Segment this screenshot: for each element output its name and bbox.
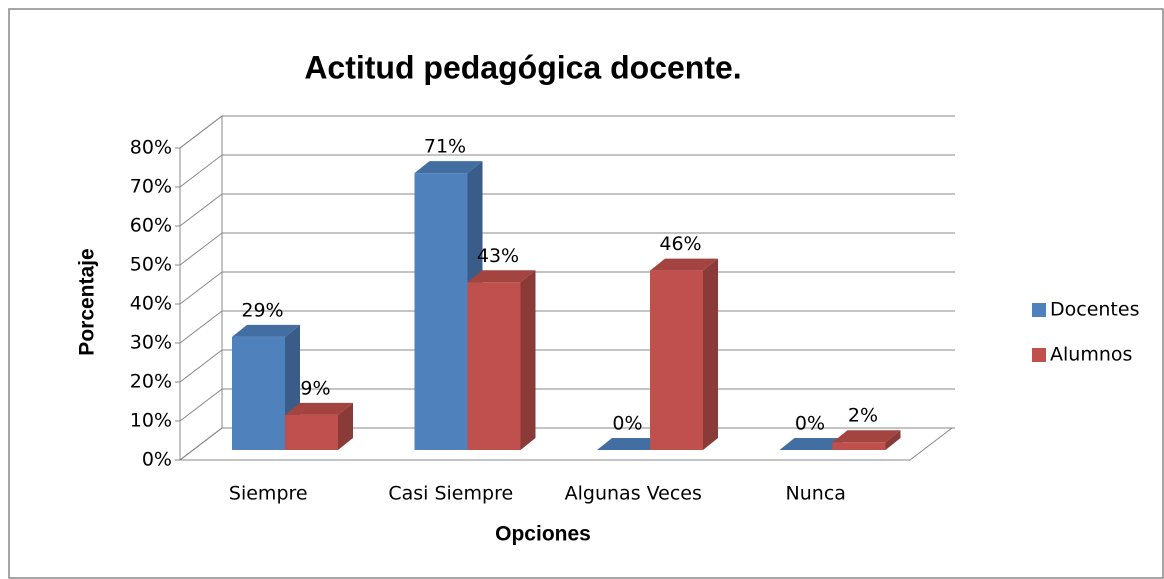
bar-face bbox=[885, 430, 901, 450]
y-tick-label: 10% bbox=[130, 410, 172, 432]
data-label: 43% bbox=[477, 245, 519, 267]
bar-face bbox=[338, 402, 353, 450]
data-label: 0% bbox=[795, 413, 825, 435]
bar bbox=[650, 258, 718, 450]
x-tick-label: Nunca bbox=[786, 483, 846, 505]
x-tick-label: Siempre bbox=[229, 483, 308, 505]
x-axis-title: Opciones bbox=[495, 523, 591, 546]
y-axis-title: Porcentaje bbox=[76, 248, 99, 355]
grid-line bbox=[179, 193, 955, 227]
y-tick-label: 70% bbox=[130, 176, 172, 198]
data-label: 9% bbox=[300, 377, 330, 399]
bar-face bbox=[467, 270, 536, 283]
bar-face bbox=[285, 414, 338, 450]
bar bbox=[832, 430, 901, 450]
bar bbox=[779, 438, 848, 450]
bar bbox=[285, 402, 353, 450]
bar-face bbox=[779, 438, 848, 450]
x-tick-label: Algunas Veces bbox=[565, 483, 702, 505]
legend-label: Alumnos bbox=[1050, 344, 1132, 366]
bar bbox=[597, 438, 665, 450]
legend-swatch bbox=[1032, 303, 1046, 317]
grid-line bbox=[179, 154, 955, 188]
chart-title: Actitud pedagógica docente. bbox=[304, 49, 741, 85]
bar-face bbox=[650, 270, 703, 450]
bar-face bbox=[232, 336, 285, 450]
y-tick-label: 20% bbox=[130, 371, 172, 393]
bar-face bbox=[232, 324, 300, 337]
chart-frame bbox=[8, 8, 1164, 579]
y-tick-label: 50% bbox=[130, 254, 172, 276]
bar-face bbox=[703, 258, 718, 450]
grid-line bbox=[179, 115, 955, 149]
bar-face bbox=[650, 258, 718, 271]
bar-face bbox=[285, 402, 353, 415]
grid-line bbox=[179, 232, 955, 266]
bar bbox=[467, 270, 536, 450]
y-tick-label: 30% bbox=[130, 332, 172, 354]
bar-face bbox=[414, 161, 483, 174]
legend-swatch bbox=[1032, 348, 1046, 362]
bar-face bbox=[597, 438, 665, 450]
y-tick-label: 80% bbox=[130, 137, 172, 159]
x-tick-label: Casi Siempre bbox=[388, 483, 513, 505]
y-tick-label: 60% bbox=[130, 215, 172, 237]
data-label: 0% bbox=[612, 413, 642, 435]
data-label: 71% bbox=[424, 136, 466, 158]
bar-face bbox=[832, 442, 886, 450]
bar-face bbox=[520, 270, 536, 450]
y-tick-label: 40% bbox=[130, 293, 172, 315]
data-label: 2% bbox=[848, 405, 878, 427]
bar-face bbox=[467, 282, 521, 450]
bar-face bbox=[414, 173, 468, 450]
y-tick-label: 0% bbox=[142, 449, 172, 471]
legend-label: Docentes bbox=[1050, 299, 1139, 321]
data-label: 29% bbox=[241, 299, 283, 321]
bar-face bbox=[832, 430, 901, 443]
data-label: 46% bbox=[659, 233, 701, 255]
